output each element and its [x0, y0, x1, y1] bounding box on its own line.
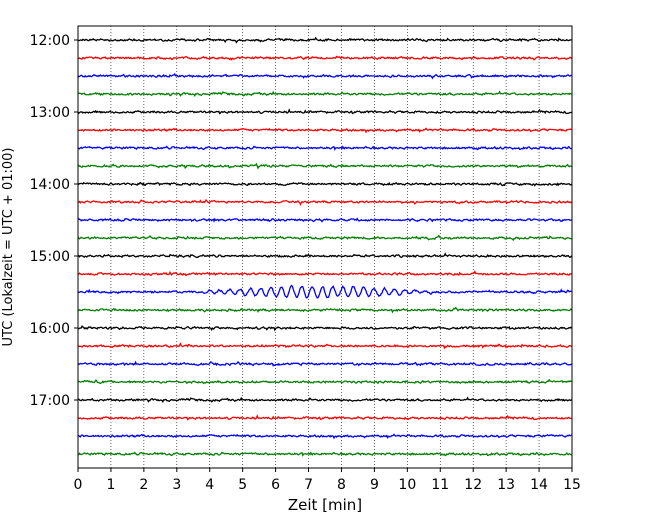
trace-line — [77, 181, 573, 187]
trace-line — [77, 433, 572, 440]
y-tick-label: 16:00 — [30, 321, 70, 337]
x-tick-label: 5 — [238, 477, 247, 493]
x-tick-label: 0 — [74, 477, 83, 493]
trace-line — [77, 72, 572, 80]
trace-line — [77, 378, 572, 385]
x-tick-label: 11 — [431, 477, 449, 493]
trace-line — [77, 414, 572, 421]
trace-line — [77, 342, 572, 350]
x-tick-label: 8 — [337, 477, 346, 493]
x-axis-label: Zeit [min] — [288, 496, 362, 514]
trace-line — [77, 270, 572, 277]
x-tick-label: 12 — [464, 477, 482, 493]
x-tick-label: 9 — [370, 477, 379, 493]
trace-line — [77, 234, 572, 242]
trace-line — [77, 217, 572, 223]
x-tick-label: 1 — [106, 477, 115, 493]
x-tick-label: 7 — [304, 477, 313, 493]
trace-line — [77, 162, 572, 170]
trace-line — [77, 90, 572, 98]
x-tick-label: 15 — [563, 477, 581, 493]
y-tick-label: 15:00 — [30, 249, 70, 265]
y-tick-label: 12:00 — [30, 33, 70, 49]
y-axis: 12:00 13:00 14:00 15:00 16:00 17:00 — [30, 33, 78, 409]
x-tick-label: 6 — [271, 477, 280, 493]
x-tick-label: 13 — [497, 477, 515, 493]
trace-line — [77, 284, 572, 299]
trace-line — [77, 36, 572, 44]
trace-line — [77, 360, 573, 367]
trace-line — [77, 396, 572, 404]
trace-line — [77, 306, 573, 314]
trace-line — [77, 55, 573, 61]
seismic-traces — [77, 36, 573, 457]
y-axis-label: UTC (Lokalzeit = UTC + 01:00) — [1, 148, 16, 347]
trace-line — [77, 145, 572, 151]
x-axis: 0 1 2 3 4 5 6 7 8 9 10 11 12 13 14 15 — [74, 468, 581, 493]
x-tick-label: 10 — [398, 477, 416, 493]
y-tick-label: 13:00 — [30, 105, 70, 121]
plot-frame — [77, 25, 573, 469]
y-tick-label: 14:00 — [30, 177, 70, 193]
x-tick-label: 2 — [139, 477, 148, 493]
x-tick-label: 14 — [530, 477, 548, 493]
trace-line — [77, 451, 572, 457]
grid-lines — [110, 26, 540, 468]
trace-line — [77, 325, 573, 332]
y-tick-label: 17:00 — [30, 393, 70, 409]
trace-line — [77, 252, 573, 259]
x-tick-label: 3 — [172, 477, 181, 493]
trace-line — [77, 127, 572, 134]
trace-line — [77, 198, 573, 207]
x-tick-label: 4 — [205, 477, 214, 493]
trace-line — [77, 108, 572, 115]
